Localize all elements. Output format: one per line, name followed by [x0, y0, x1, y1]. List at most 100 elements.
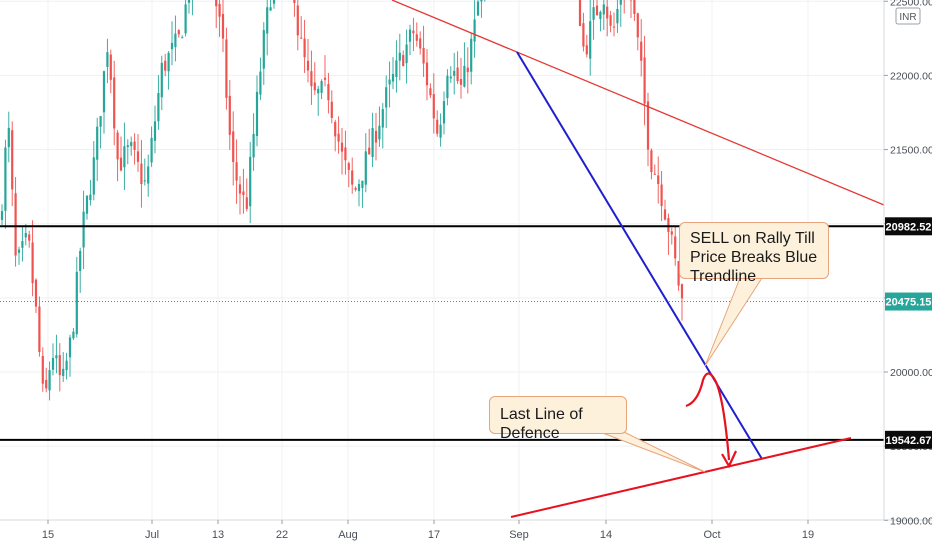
candle-body [439, 124, 442, 138]
price-badge-label: 20475.15 [886, 297, 932, 309]
price-badge-label: 20982.52 [886, 221, 932, 233]
candle-body [68, 337, 72, 358]
sell-callout-pointer [704, 277, 763, 367]
candle-body [337, 133, 340, 142]
candle-body [0, 211, 4, 220]
candle-body [106, 52, 109, 68]
candle-body [96, 126, 99, 160]
candle-body [238, 184, 242, 194]
candle-body [330, 101, 333, 118]
candle-body [150, 137, 153, 163]
candle-body [245, 197, 248, 209]
candle-body [351, 170, 354, 185]
currency-box [895, 7, 921, 25]
candle-body [473, 19, 476, 42]
candle-body [174, 33, 177, 48]
candle-body [72, 331, 75, 339]
candle-body [296, 5, 299, 36]
x-tick-label: 14 [600, 529, 612, 541]
candle-body [34, 279, 38, 307]
candle-body [45, 379, 48, 389]
candle-body [170, 42, 174, 50]
candle-body [646, 101, 650, 150]
candle-body [225, 39, 228, 98]
candle-body [24, 232, 27, 238]
candle-body [255, 91, 259, 136]
candle-body [28, 234, 31, 241]
candle-body [619, 0, 622, 5]
candle-body [123, 146, 126, 168]
candle-body [640, 41, 643, 61]
candle-body [589, 21, 592, 59]
candle-body [140, 163, 143, 185]
candle-body [650, 150, 653, 173]
candle-body [385, 87, 388, 108]
candle-body [595, 5, 599, 16]
candle-body [344, 147, 347, 161]
candle-body [31, 242, 34, 284]
candle-body [357, 184, 361, 192]
candle-body [667, 218, 670, 232]
candle-body [89, 194, 92, 201]
candle-body [388, 79, 391, 85]
candle-body [660, 184, 663, 206]
candle-body [453, 70, 456, 76]
candle-body [449, 76, 452, 79]
price-badge [885, 430, 932, 449]
y-tick-label: 19000.00 [890, 515, 932, 527]
candle-body [215, 0, 218, 7]
candle-body [262, 30, 265, 69]
candle-body [119, 157, 123, 171]
candle-body [235, 162, 238, 181]
defence-callout-text: Last Line of Defence [500, 406, 583, 442]
candle-body [102, 71, 106, 113]
sell-callout-text: SELL on Rally Till Price Breaks Blue Tre… [690, 230, 818, 285]
candle-body [442, 101, 446, 124]
blue-trendline [516, 51, 763, 460]
candle-body [674, 236, 677, 259]
candle-body [147, 166, 150, 184]
candle-body [680, 284, 684, 299]
candle-body [160, 62, 163, 98]
candlesticks [0, 0, 684, 401]
candle-body [133, 141, 136, 150]
candle-body [153, 121, 157, 141]
candle-body [398, 52, 401, 61]
price-badge [885, 217, 932, 236]
candle-body [436, 119, 439, 134]
candle-body [92, 157, 95, 195]
x-tick-label: 17 [428, 529, 440, 541]
candle-body [616, 8, 619, 24]
candle-body [252, 133, 255, 158]
candle-body [130, 142, 133, 147]
candle-body [402, 55, 405, 67]
candle-body [232, 131, 235, 163]
candle-body [463, 65, 466, 87]
candle-body [340, 142, 344, 152]
candle-body [578, 0, 582, 26]
candle-body [187, 0, 191, 3]
projection-path [685, 372, 731, 461]
candle-body [17, 249, 21, 253]
candle-body [374, 130, 378, 143]
candle-body [58, 355, 61, 376]
candle-body [395, 60, 398, 77]
candle-body [412, 30, 415, 34]
candle-body [425, 62, 429, 86]
candle-body [354, 187, 357, 190]
candle-body [361, 180, 364, 189]
candle-body [51, 357, 55, 370]
candle-body [221, 14, 225, 39]
candle-body [592, 7, 595, 20]
x-tick-label: Sep [509, 529, 529, 541]
y-tick-label: 22000.00 [890, 70, 932, 82]
candle-body [303, 38, 306, 58]
trendlines [0, 0, 885, 518]
price-axis-bg [884, 0, 932, 550]
candle-body [177, 30, 180, 35]
candle-body [381, 109, 384, 128]
candle-body [136, 151, 140, 162]
candle-body [164, 60, 167, 71]
